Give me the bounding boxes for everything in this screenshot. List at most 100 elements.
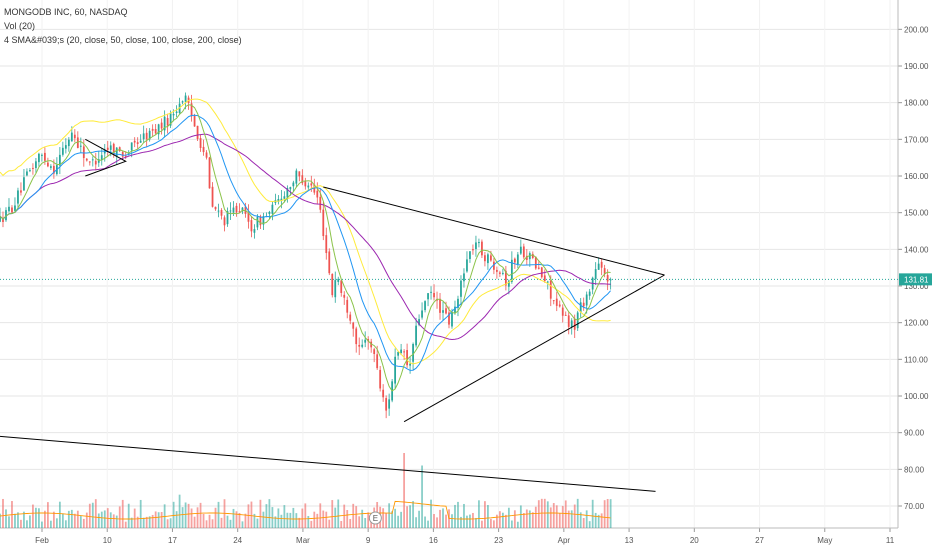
candle-body: [205, 152, 208, 158]
volume-bar: [154, 511, 157, 528]
candle-body: [400, 349, 403, 354]
candle-body: [445, 308, 447, 314]
volume-bar: [265, 504, 268, 528]
candle-body: [334, 280, 337, 298]
x-tick-label: 16: [429, 536, 438, 545]
volume-bar: [349, 518, 352, 528]
volume-bar: [46, 502, 49, 528]
candle-body: [118, 147, 121, 151]
candle-body: [145, 132, 148, 140]
legend-volume[interactable]: Vol (20): [4, 21, 36, 31]
volume-bar: [289, 512, 292, 528]
candle-body: [202, 146, 205, 153]
candle-body: [181, 101, 184, 103]
candle-body: [498, 272, 501, 274]
volume-bar: [115, 515, 118, 528]
y-tick-label: 100.00: [904, 392, 929, 401]
candle-body: [262, 216, 265, 225]
candle-body: [319, 196, 322, 210]
volume-bar: [208, 514, 211, 528]
volume-bar: [127, 503, 130, 528]
volume-bar: [283, 505, 286, 528]
candle-body: [2, 218, 4, 223]
y-tick-label: 130.00: [904, 282, 929, 291]
candle-body: [379, 369, 382, 389]
volume-bar: [61, 513, 64, 528]
volume-bar: [534, 506, 537, 528]
legend-symbol[interactable]: MONGODB INC, 60, NASDAQ: [4, 7, 128, 17]
volume-bar: [259, 499, 262, 528]
candle-body: [250, 220, 253, 232]
candle-body: [484, 255, 486, 262]
candle-body: [490, 255, 492, 261]
volume-bar: [334, 507, 337, 528]
volume-bar: [409, 505, 411, 528]
candle-body: [214, 206, 217, 210]
y-tick-label: 80.00: [904, 465, 925, 474]
candle-body: [175, 111, 178, 113]
candle-body: [472, 249, 474, 251]
candle-body: [475, 242, 477, 249]
candle-body: [208, 157, 211, 189]
volume-bar: [41, 521, 43, 528]
candle-body: [600, 261, 603, 268]
candle-body: [271, 204, 274, 214]
volume-bar: [421, 465, 423, 528]
volume-bar: [325, 511, 328, 528]
volume-bar: [151, 514, 154, 528]
candle-body: [172, 114, 175, 116]
volume-bar: [439, 509, 441, 528]
volume-bar: [274, 516, 277, 528]
volume-bar: [220, 517, 223, 528]
candle-body: [193, 115, 196, 127]
candle-body: [573, 318, 576, 330]
volume-bar: [355, 506, 358, 528]
volume-bar: [606, 498, 609, 528]
y-tick-label: 160.00: [904, 172, 929, 181]
candle-body: [286, 188, 289, 198]
candle-body: [301, 175, 304, 184]
candle-body: [184, 95, 187, 102]
candle-body: [358, 344, 361, 347]
candle-body: [229, 210, 232, 212]
last-price-label: 131.81: [904, 275, 929, 284]
candle-body: [35, 161, 37, 169]
candle-body: [361, 344, 364, 347]
candle-body: [427, 293, 429, 300]
volume-bar: [331, 500, 334, 528]
x-tick-label: May: [817, 536, 832, 545]
volume-bar: [64, 520, 67, 528]
candle-body: [322, 209, 325, 237]
candle-body: [79, 145, 82, 147]
volume-bar: [160, 511, 163, 528]
x-tick-label: 27: [755, 536, 764, 545]
y-tick-label: 190.00: [904, 62, 929, 71]
volume-bar: [307, 515, 310, 528]
candle-body: [289, 187, 292, 190]
volume-bar: [91, 502, 94, 528]
volume-bar: [573, 504, 576, 528]
candle-body: [130, 142, 133, 151]
candle-body: [343, 294, 346, 298]
volume-bar: [217, 501, 220, 528]
volume-bar: [253, 513, 256, 528]
sma-20-line: [0, 104, 611, 392]
candle-body: [376, 354, 379, 369]
volume-bar: [97, 513, 100, 528]
candle-body: [421, 310, 423, 318]
legend-sma[interactable]: 4 SMA&#039;s (20, close, 50, close, 100,…: [4, 35, 242, 45]
candle-body: [558, 304, 561, 307]
candle-body: [277, 198, 280, 202]
volume-bar: [250, 501, 253, 528]
candle-body: [531, 253, 534, 258]
candle-body: [310, 183, 313, 186]
volume-bar: [20, 519, 22, 528]
candle-body: [52, 165, 55, 174]
candle-body: [41, 154, 43, 156]
volume-bar: [528, 510, 531, 528]
volume-bar: [214, 507, 217, 528]
volume-bar: [190, 508, 193, 528]
volume-bar: [199, 502, 202, 528]
